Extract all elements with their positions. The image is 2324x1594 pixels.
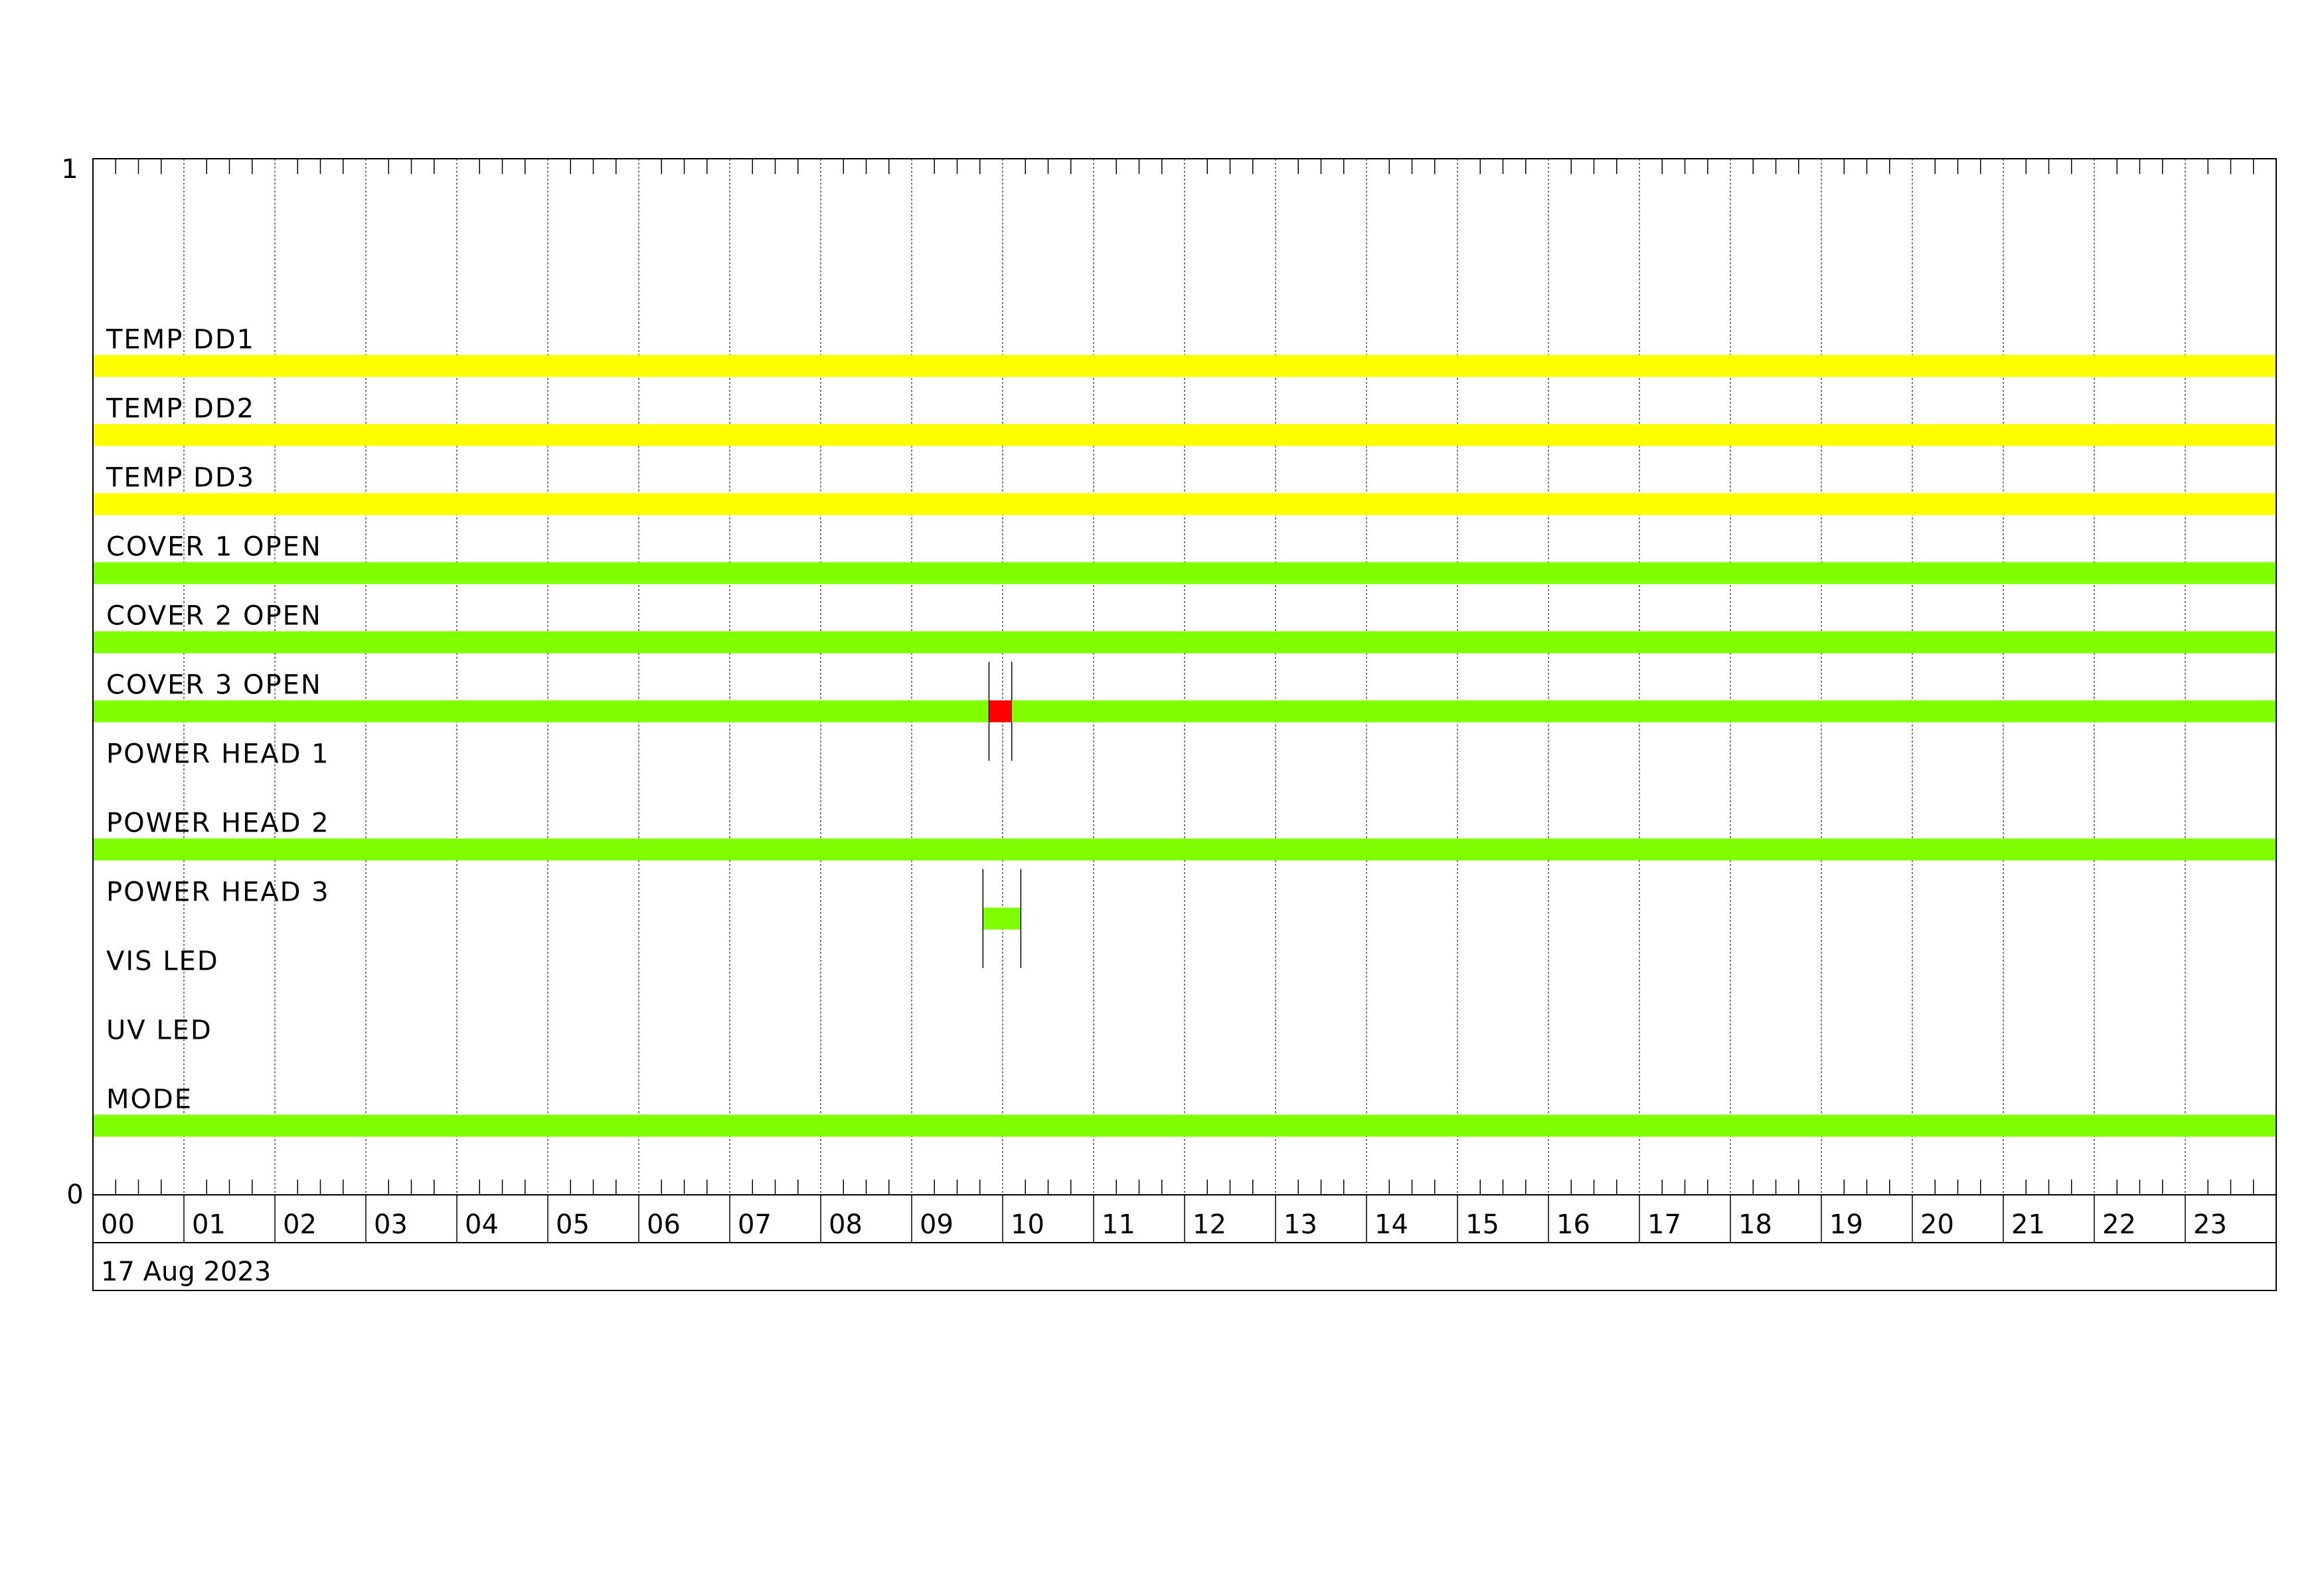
x-tick-label: 00 (101, 1209, 135, 1240)
x-tick-label: 08 (829, 1209, 863, 1240)
x-tick-label: 03 (374, 1209, 408, 1240)
row-label: COVER 3 OPEN (106, 670, 322, 701)
grid (115, 159, 2254, 1195)
state-bar (93, 838, 2276, 861)
x-tick-label: 17 (1647, 1209, 1681, 1240)
row-label: VIS LED (106, 946, 219, 977)
x-tick-label: 01 (192, 1209, 226, 1240)
state-bar (93, 562, 2276, 584)
x-tick-label: 02 (283, 1209, 317, 1240)
x-tick-label: 07 (738, 1209, 772, 1240)
state-bar (1011, 700, 2276, 723)
x-tick-label: 04 (465, 1209, 499, 1240)
row-label: POWER HEAD 2 (106, 808, 330, 839)
x-tick-label: 18 (1738, 1209, 1772, 1240)
row-label: POWER HEAD 1 (106, 739, 330, 770)
bars (93, 355, 2276, 1137)
x-tick-label: 11 (1102, 1209, 1135, 1240)
x-tick-label: 23 (2193, 1209, 2227, 1240)
state-bar (93, 493, 2276, 515)
state-bar (93, 355, 2276, 377)
x-tick-label: 06 (647, 1209, 681, 1240)
state-bar (983, 907, 1021, 930)
x-tick-label: 22 (2102, 1209, 2136, 1240)
x-tick-label: 20 (1920, 1209, 1954, 1240)
x-tick-label: 13 (1284, 1209, 1317, 1240)
x-tick-label: 19 (1829, 1209, 1863, 1240)
axes: 00 01 02 03 04 05 06 07 08 09 10 11 12 13 14 15 16 17 18 19… (92, 158, 2277, 1291)
state-bar (93, 631, 2276, 654)
x-tick-label: 12 (1193, 1209, 1226, 1240)
row-label: MODE (106, 1085, 193, 1115)
state-bar (93, 700, 989, 723)
x-tick-label: 14 (1374, 1209, 1408, 1240)
row-label: UV LED (106, 1016, 212, 1046)
row-label: COVER 1 OPEN (106, 532, 322, 563)
x-tick-label: 21 (2011, 1209, 2045, 1240)
state-bar (989, 700, 1012, 723)
x-tick-label: 16 (1556, 1209, 1590, 1240)
row-label: COVER 2 OPEN (106, 601, 322, 632)
date-label: 17 Aug 2023 (101, 1257, 271, 1287)
row-label: POWER HEAD 3 (106, 877, 330, 908)
state-bar (93, 1114, 2276, 1137)
x-tick-label: 15 (1465, 1209, 1499, 1240)
x-tick-label: 05 (556, 1209, 590, 1240)
x-tick-label: 09 (920, 1209, 954, 1240)
state-bar (93, 424, 2276, 446)
row-labels: TEMP DD1 TEMP DD2 TEMP DD3 COVER 1 OPEN COVE… (106, 325, 330, 1115)
y-tick-0: 0 (66, 1180, 83, 1210)
row-label: TEMP DD3 (106, 463, 255, 493)
row-label: TEMP DD2 (106, 394, 255, 424)
row-label: TEMP DD1 (106, 325, 255, 355)
x-tick-label: 10 (1011, 1209, 1044, 1240)
y-tick-1: 1 (61, 154, 78, 185)
